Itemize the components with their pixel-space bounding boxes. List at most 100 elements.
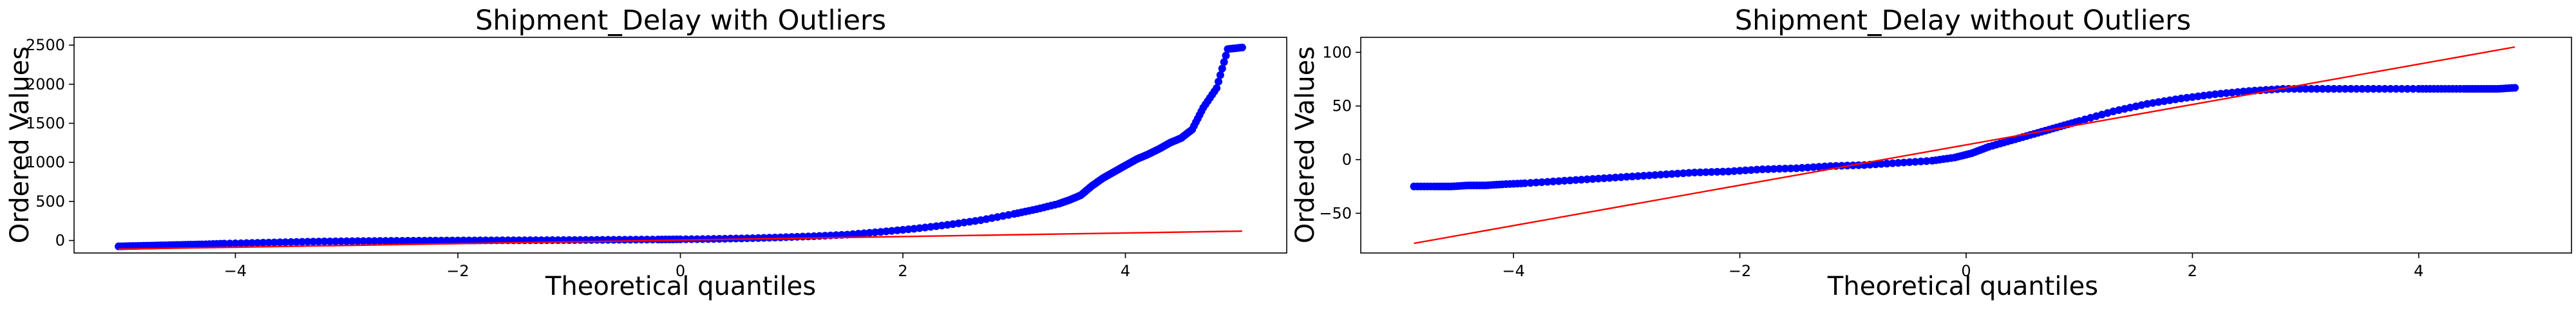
data-point <box>2177 95 2185 102</box>
data-point <box>359 237 368 245</box>
data-point <box>2003 137 2012 145</box>
data-point <box>1673 169 1681 178</box>
data-point <box>431 236 440 245</box>
fit-line-group <box>1414 46 2515 245</box>
data-point <box>1532 178 1540 187</box>
chart-without-outliers: Shipment_Delay without Outliers −4 −2 0 2 4 … <box>1291 5 2572 301</box>
data-point <box>326 237 334 245</box>
data-point <box>2245 87 2253 95</box>
data-point <box>421 236 429 245</box>
data-point <box>470 236 478 245</box>
data-point <box>128 242 137 250</box>
data-point <box>265 238 273 247</box>
data-point <box>2239 88 2248 96</box>
data-point <box>2194 92 2202 100</box>
data-point <box>843 230 851 239</box>
data-point <box>1549 177 1557 185</box>
data-point <box>465 236 473 245</box>
data-point <box>1197 107 1206 115</box>
data-point <box>2302 85 2310 93</box>
data-point <box>582 236 590 244</box>
data-point <box>2381 85 2389 93</box>
data-point <box>2392 85 2400 93</box>
data-point <box>1560 176 1569 185</box>
data-point <box>315 238 323 246</box>
data-point <box>849 230 857 238</box>
data-point <box>1696 168 1705 176</box>
data-point <box>404 237 412 245</box>
data-point <box>1236 44 1244 52</box>
data-point <box>259 239 267 247</box>
data-point <box>1640 172 1648 180</box>
data-point <box>2211 90 2219 98</box>
data-point <box>2330 85 2338 93</box>
data-point <box>476 236 484 245</box>
data-point <box>2103 109 2112 117</box>
data-point <box>1781 164 1789 173</box>
data-point <box>415 236 423 245</box>
data-point <box>2137 101 2146 109</box>
data-point <box>1947 154 1955 162</box>
data-point <box>370 237 379 245</box>
data-point <box>2403 85 2412 93</box>
data-point <box>1888 159 1897 167</box>
data-point <box>1215 77 1223 86</box>
chart-title: Shipment_Delay with Outliers <box>475 5 886 37</box>
data-point <box>1461 182 1470 190</box>
data-point <box>2160 97 2168 106</box>
data-point <box>2324 85 2333 93</box>
data-point <box>254 239 262 247</box>
data-point <box>971 217 980 225</box>
data-point <box>2307 85 2315 93</box>
data-point <box>2358 85 2366 93</box>
data-point <box>225 239 234 248</box>
data-point <box>760 234 768 242</box>
data-point <box>882 227 891 236</box>
data-point <box>899 225 907 234</box>
data-point <box>1747 166 1756 174</box>
data-point <box>1555 177 1563 185</box>
data-point <box>1634 172 1642 180</box>
data-point <box>331 237 339 245</box>
data-point <box>2313 85 2321 93</box>
data-point <box>904 225 913 234</box>
data-point <box>1628 173 1636 181</box>
data-point <box>298 238 307 246</box>
data-point <box>1478 182 1486 189</box>
data-point <box>1571 176 1580 184</box>
data-point <box>448 236 457 245</box>
data-point <box>748 234 757 242</box>
data-point <box>365 237 373 245</box>
data-point <box>281 238 290 247</box>
data-point <box>2217 89 2225 98</box>
data-point <box>876 228 885 236</box>
data-point <box>292 238 301 246</box>
data-point <box>1210 87 1218 95</box>
data-point <box>309 238 317 246</box>
data-point <box>1798 164 1806 172</box>
data-point <box>178 241 187 249</box>
data-point <box>343 237 351 245</box>
data-point <box>216 239 225 248</box>
data-point <box>195 240 204 248</box>
data-point <box>2166 96 2174 104</box>
data-point <box>2183 93 2191 102</box>
chart-title: Shipment_Delay without Outliers <box>1735 5 2191 37</box>
y-axis-label: Ordered Values <box>5 46 35 243</box>
x-tick-label: 0 <box>1961 262 1971 280</box>
data-point <box>2341 85 2349 93</box>
data-point <box>1713 167 1721 176</box>
data-point <box>615 236 623 244</box>
x-ticks: −4 −2 0 2 4 <box>1502 253 2423 280</box>
data-point <box>1583 175 1591 183</box>
data-point <box>1911 158 1919 166</box>
data-point <box>1815 163 1823 171</box>
x-axis-label: Theoretical quantiles <box>1827 272 2098 301</box>
data-point <box>1922 157 1931 165</box>
data-point <box>1656 171 1665 179</box>
data-point <box>381 237 390 245</box>
data-point <box>242 239 251 247</box>
data-point <box>2347 85 2355 93</box>
data-point <box>162 241 170 249</box>
data-point <box>2363 85 2372 93</box>
